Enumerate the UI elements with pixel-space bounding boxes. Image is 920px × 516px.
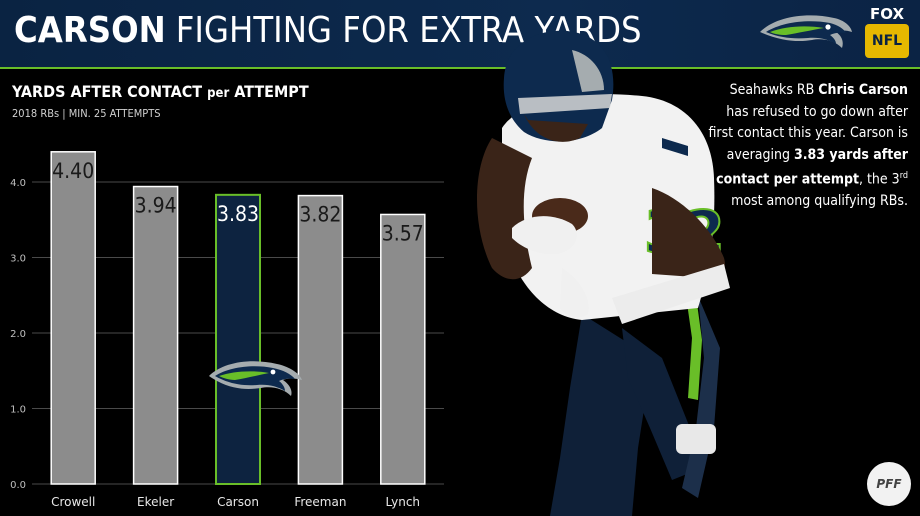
team-logo-layer bbox=[209, 361, 302, 396]
desc-stat: 3.83 yards after contact per attempt bbox=[716, 146, 908, 188]
bar-crowell bbox=[50, 151, 96, 485]
desc-part-4: most among qualifying RBs. bbox=[731, 193, 908, 210]
pff-text: PFF bbox=[876, 477, 902, 491]
desc-player-name: Chris Carson bbox=[818, 82, 908, 98]
bar-layer: 4.40 Crowell 3.94 Ekeler 3.83 Carson 3.82 Freem… bbox=[50, 151, 426, 509]
x-category-label: Carson bbox=[217, 495, 259, 509]
nfl-text: NFL bbox=[871, 33, 903, 49]
x-category-label: Freeman bbox=[294, 495, 346, 509]
x-category-label: Lynch bbox=[386, 495, 421, 509]
y-tick-label: 3.0 bbox=[10, 254, 26, 265]
desc-part-3: , the 3 bbox=[859, 171, 900, 188]
y-tick-label: 2.0 bbox=[10, 329, 26, 340]
title-strong: CARSON bbox=[14, 10, 166, 51]
chart-title-connector: per bbox=[207, 86, 230, 101]
nfl-badge: NFL bbox=[865, 24, 909, 58]
header-divider bbox=[0, 67, 920, 69]
x-category-label: Crowell bbox=[51, 495, 95, 509]
seahawks-bar-logo-icon bbox=[209, 361, 302, 396]
data-label: 3.94 bbox=[135, 194, 177, 218]
chart-subtitle: 2018 RBs | MIN. 25 ATTEMPTS bbox=[12, 107, 161, 120]
y-tick-label: 4.0 bbox=[10, 178, 26, 189]
bar-lynch bbox=[380, 213, 426, 485]
fox-nfl-logo: FOX NFL bbox=[862, 6, 912, 60]
data-label: 3.57 bbox=[382, 221, 424, 245]
y-tick-label: 1.0 bbox=[10, 405, 26, 416]
player-photo: 32 bbox=[477, 30, 730, 516]
bar-carson bbox=[215, 193, 261, 486]
x-category-label: Ekeler bbox=[137, 495, 174, 509]
header-bar: CARSON FIGHTING FOR EXTRA YARDS FOX NFL bbox=[0, 0, 920, 67]
seahawks-logo-icon bbox=[760, 15, 852, 48]
pff-logo: PFF bbox=[867, 462, 911, 506]
chart-title-end: ATTEMPT bbox=[234, 82, 309, 101]
chart-title: YARDS AFTER CONTACT per ATTEMPT bbox=[12, 82, 309, 101]
data-label: 4.40 bbox=[52, 159, 94, 183]
bar-chart: 0.0 1.0 2.0 3.0 4.0 4.40 Crowell 3.94 Ekeler 3.8… bbox=[10, 151, 444, 509]
bar-ekeler bbox=[132, 185, 179, 485]
data-label: 3.83 bbox=[217, 202, 259, 226]
description-text: Seahawks RB Chris Carson has refused to … bbox=[708, 80, 908, 213]
bar-freeman bbox=[297, 194, 344, 485]
y-tick-label: 0.0 bbox=[10, 480, 26, 491]
chart-title-main: YARDS AFTER CONTACT bbox=[12, 82, 203, 101]
desc-ordinal: rd bbox=[899, 171, 908, 181]
desc-part-1: Seahawks RB bbox=[729, 82, 819, 98]
fox-text: FOX bbox=[869, 5, 905, 23]
desc-part-2: has refused to go down after first conta… bbox=[708, 103, 908, 163]
data-label: 3.82 bbox=[299, 203, 341, 227]
